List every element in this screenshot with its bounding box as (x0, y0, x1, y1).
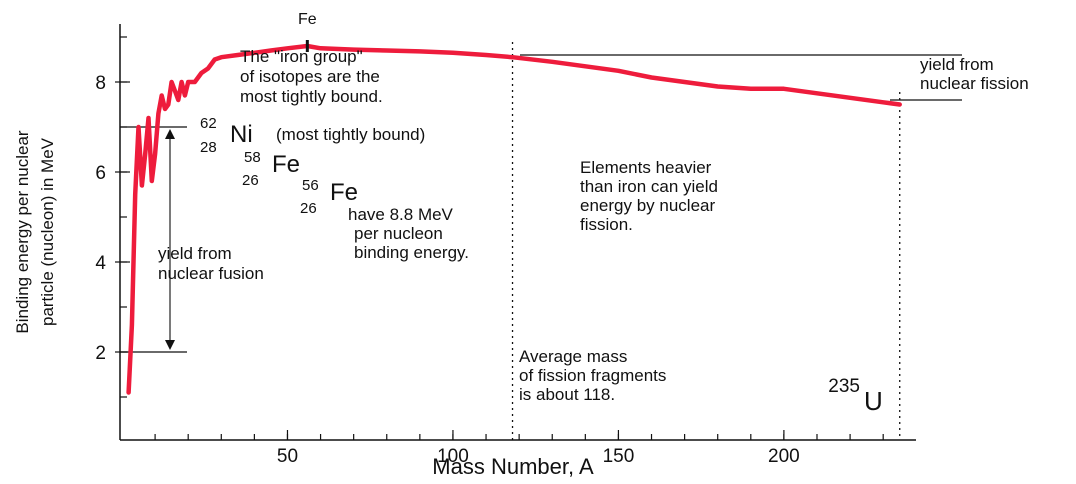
fission-fragments-note: of fission fragments (519, 366, 666, 385)
fission-fragments-note: is about 118. (519, 385, 615, 404)
x-axis-title: Mass Number, A (432, 454, 594, 479)
heavier-elements-note: than iron can yield (580, 177, 718, 196)
ni62-mass: 62 (200, 115, 217, 132)
x-tick-label: 200 (768, 446, 800, 467)
annotations: Fe The "iron group"of isotopes are themos… (158, 11, 1029, 416)
ni62-atomic: 28 (200, 139, 217, 156)
fe-peak-label: Fe (298, 11, 317, 28)
y-axis-title: Binding energy per nuclear particle (nucl… (13, 130, 57, 334)
y-axis-title-line: particle (nucleon) in MeV (38, 137, 57, 326)
fe56-note-text: binding energy. (354, 243, 469, 262)
fe56-symbol: Fe (330, 179, 358, 206)
y-tick-label: 2 (95, 343, 106, 364)
ni62-symbol: Ni (230, 121, 253, 148)
fe56-note-text: per nucleon (354, 224, 443, 243)
iron-group-text: of isotopes are the (240, 67, 380, 86)
u235-mass: 235 (828, 376, 860, 397)
iron-group-text: most tightly bound. (240, 87, 383, 106)
fe58-mass: 58 (244, 149, 261, 166)
ni62-note: (most tightly bound) (276, 125, 425, 144)
fusion-yield-label: yield from (158, 244, 232, 263)
axes: 2 4 6 8 50 100 150 200 Mass Number, A Binding ene… (13, 24, 916, 479)
y-tick-label: 8 (95, 73, 106, 94)
fusion-yield-label: nuclear fusion (158, 264, 264, 283)
heavier-elements-note: Elements heavier (580, 158, 712, 177)
fe56-note-text: have 8.8 MeV (348, 205, 454, 224)
x-tick-label: 150 (603, 446, 635, 467)
y-tick-label: 6 (95, 163, 106, 184)
u235-symbol: U (864, 386, 883, 416)
y-axis-title-line: Binding energy per nuclear (13, 130, 32, 334)
fusion-arrow-head-down (165, 340, 175, 350)
x-tick-label: 100 (437, 446, 469, 467)
fusion-arrow-head-up (165, 129, 175, 139)
fe58-atomic: 26 (242, 172, 259, 189)
iron-group-text: The "iron group" (240, 47, 363, 66)
fission-fragments-note: Average mass (519, 347, 627, 366)
binding-energy-curve (126, 43, 902, 395)
fission-yield-label: nuclear fission (920, 74, 1029, 93)
heavier-elements-note: fission. (580, 215, 633, 234)
heavier-elements-note: energy by nuclear (580, 196, 715, 215)
reference-lines (120, 42, 962, 440)
y-tick-label: 4 (95, 253, 106, 274)
fe56-atomic: 26 (300, 200, 317, 217)
fe58-symbol: Fe (272, 151, 300, 178)
x-tick-label: 50 (277, 446, 298, 467)
fe56-mass: 56 (302, 177, 319, 194)
series (126, 40, 902, 395)
fission-yield-label: yield from (920, 55, 994, 74)
